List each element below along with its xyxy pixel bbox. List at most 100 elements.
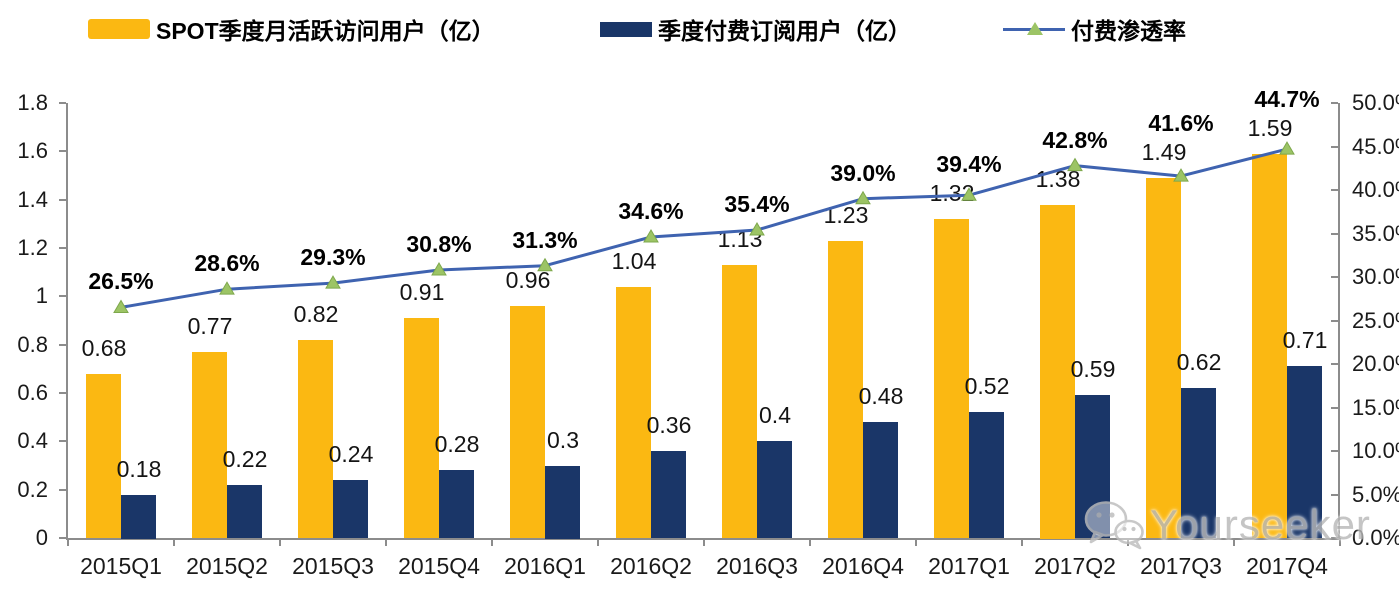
legend-label-penetration: 付费渗透率 <box>1071 18 1186 44</box>
y-axis-left-label: 0.8 <box>17 332 48 357</box>
legend-item-mau: SPOT季度月活跃访问用户（亿） <box>88 14 495 44</box>
line-label-penetration-2017Q3: 41.6% <box>1148 110 1214 136</box>
y-axis-right-tick <box>1331 146 1338 148</box>
x-axis-label: 2016Q1 <box>504 553 586 579</box>
bar-label-mau-2015Q1: 0.68 <box>81 335 127 361</box>
bar-label-subscribers-2017Q1: 0.52 <box>964 373 1010 399</box>
x-axis-label: 2016Q2 <box>610 553 692 579</box>
x-axis-tick <box>1339 538 1341 546</box>
line-label-penetration-2016Q1: 31.3% <box>512 227 578 253</box>
bar-subscribers-2015Q1 <box>121 495 156 539</box>
y-axis-left-label: 1 <box>35 283 48 308</box>
y-axis-right-tick <box>1331 320 1338 322</box>
x-axis-tick <box>1021 538 1023 546</box>
bar-mau-2016Q3 <box>722 265 757 538</box>
subscribers-series-swatch <box>600 21 652 37</box>
y-axis-right-tick <box>1331 233 1338 235</box>
bar-label-mau-2017Q2: 1.38 <box>1035 166 1081 192</box>
y-axis-left-tick <box>59 489 66 491</box>
legend-item-penetration: 付费渗透率 <box>1003 14 1186 44</box>
penetration-polyline <box>120 147 1288 309</box>
bar-label-subscribers-2016Q4: 0.48 <box>858 383 904 409</box>
y-axis-right-label: 5.0% <box>1352 482 1399 507</box>
bar-label-subscribers-2015Q3: 0.24 <box>328 441 374 467</box>
triangle-marker-2015Q3 <box>325 275 341 289</box>
bar-mau-2016Q1 <box>510 306 545 538</box>
bar-subscribers-2016Q3 <box>757 441 792 538</box>
y-axis-left-tick <box>59 344 66 346</box>
bar-subscribers-2017Q2 <box>1075 395 1110 538</box>
x-axis-tick <box>703 538 705 546</box>
legend-label-mau: SPOT季度月活跃访问用户（亿） <box>156 18 495 44</box>
y-axis-right-label: 35.0% <box>1352 221 1399 246</box>
triangle-marker-2017Q4 <box>1279 141 1295 155</box>
y-axis-left-label: 0.4 <box>17 428 48 453</box>
bar-subscribers-2017Q1 <box>969 412 1004 538</box>
y-axis-right-tick <box>1331 450 1338 452</box>
bar-subscribers-2015Q3 <box>333 480 368 538</box>
legend-item-subscribers: 季度付费订阅用户（亿） <box>600 14 911 44</box>
line-label-penetration-2015Q1: 26.5% <box>88 268 154 294</box>
y-axis-right-label: 45.0% <box>1352 134 1399 159</box>
watermark: Yourseeker <box>1082 498 1371 552</box>
y-axis-left-label: 1.8 <box>17 90 48 115</box>
bar-label-mau-2017Q1: 1.32 <box>929 180 975 206</box>
x-axis-tick <box>809 538 811 546</box>
bar-subscribers-2016Q1 <box>545 466 580 539</box>
y-axis-right <box>1338 103 1340 540</box>
line-label-penetration-2015Q4: 30.8% <box>406 231 472 257</box>
x-axis-label: 2017Q3 <box>1140 553 1222 579</box>
x-axis-label: 2015Q2 <box>186 553 268 579</box>
x-axis-label: 2016Q4 <box>822 553 904 579</box>
bar-label-subscribers-2015Q2: 0.22 <box>222 446 268 472</box>
y-axis-right-label: 15.0% <box>1352 395 1399 420</box>
x-axis-label: 2017Q1 <box>928 553 1010 579</box>
bar-label-subscribers-2016Q3: 0.4 <box>759 402 791 428</box>
y-axis-left-tick <box>59 537 66 539</box>
bar-mau-2015Q4 <box>404 318 439 538</box>
y-axis-left-tick <box>59 102 66 104</box>
line-label-penetration-2016Q4: 39.0% <box>830 160 896 186</box>
bar-subscribers-2017Q4 <box>1287 366 1322 538</box>
y-axis-right-tick <box>1331 537 1338 539</box>
x-axis-label: 2015Q3 <box>292 553 374 579</box>
x-axis-label: 2017Q2 <box>1034 553 1116 579</box>
bar-label-subscribers-2017Q3: 0.62 <box>1176 349 1222 375</box>
line-label-penetration-2015Q3: 29.3% <box>300 244 366 270</box>
y-axis-left <box>66 103 68 540</box>
x-axis-tick <box>67 538 69 546</box>
y-axis-left-tick <box>59 150 66 152</box>
bar-subscribers-2016Q4 <box>863 422 898 538</box>
bar-label-mau-2015Q2: 0.77 <box>187 313 233 339</box>
y-axis-right-label: 25.0% <box>1352 308 1399 333</box>
x-axis-label: 2015Q1 <box>80 553 162 579</box>
line-label-penetration-2017Q2: 42.8% <box>1042 127 1108 153</box>
x-axis-tick <box>1233 538 1235 546</box>
bar-label-mau-2015Q3: 0.82 <box>293 301 339 327</box>
y-axis-left-label: 0.2 <box>17 477 48 502</box>
triangle-marker-icon <box>1027 22 1043 35</box>
y-axis-left-label: 0.6 <box>17 380 48 405</box>
triangle-marker-2015Q2 <box>219 281 235 295</box>
bar-subscribers-2016Q2 <box>651 451 686 538</box>
line-label-penetration-2015Q2: 28.6% <box>194 250 260 276</box>
y-axis-left-tick <box>59 199 66 201</box>
bar-label-mau-2016Q3: 1.13 <box>717 226 763 252</box>
bar-mau-2016Q2 <box>616 287 651 538</box>
bar-subscribers-2015Q4 <box>439 470 474 538</box>
y-axis-left-label: 1.4 <box>17 187 48 212</box>
line-label-penetration-2017Q4: 44.7% <box>1254 86 1320 112</box>
y-axis-right-label: 20.0% <box>1352 351 1399 376</box>
y-axis-right-tick <box>1331 189 1338 191</box>
bar-mau-2015Q1 <box>86 374 121 538</box>
bar-mau-2015Q2 <box>192 352 227 538</box>
y-axis-left-tick <box>59 392 66 394</box>
bar-label-mau-2015Q4: 0.91 <box>399 279 445 305</box>
x-axis-tick <box>915 538 917 546</box>
bar-label-mau-2016Q1: 0.96 <box>505 267 551 293</box>
triangle-marker-2015Q4 <box>431 262 447 276</box>
line-label-penetration-2016Q3: 35.4% <box>724 191 790 217</box>
y-axis-left-tick <box>59 247 66 249</box>
y-axis-right-label: 0.0% <box>1352 525 1399 550</box>
